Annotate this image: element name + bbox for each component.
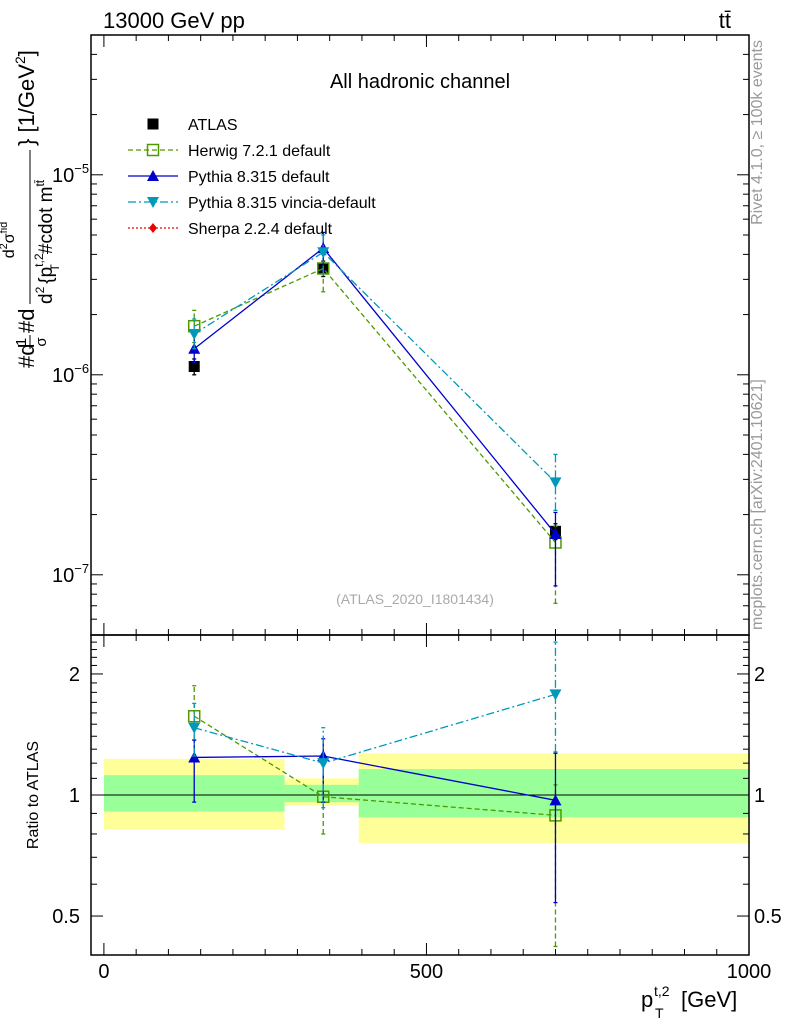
main-y-tick-label: 10−5 [52,161,89,187]
svg-text:#d: #d [14,309,39,333]
svg-text:d2{pt,2T#cdot mtt̄: d2{pt,2T#cdot mtt̄ [32,179,62,304]
atlas-point [188,361,200,373]
svg-text:[GeV]: [GeV] [681,987,737,1012]
ratio-pythia-vincia-point [317,758,330,770]
pythia-default-series [188,231,562,587]
legend-label-pythia-default: Pythia 8.315 default [188,169,330,186]
ratio-y-tick-label-right: 2 [754,664,765,686]
herwig-line [193,267,556,543]
mcplots-label: mcplots.cern.ch [arXiv:2401.10621] [749,379,766,630]
ratio-pythia-vincia-point [549,689,562,701]
x-tick-label: 0 [98,961,109,983]
svg-text:1: 1 [13,338,30,346]
ratio-y-axis-label: Ratio to ATLAS [25,741,42,849]
pythia-vincia-point [317,247,330,259]
ratio-y-tick-label-right: 1 [754,785,765,807]
legend-label-atlas: ATLAS [188,117,238,134]
pythia-default-line [193,247,556,535]
x-axis-label: p t,2 T [GeV] [641,983,737,1021]
main-y-tick-label: 10−6 [52,361,89,387]
svg-text:T: T [655,1005,664,1021]
pythia-default-point [549,527,562,539]
ratio-pythia-vincia-line [194,693,556,764]
svg-text:} [1/GeV2]: } [1/GeV2] [12,50,39,146]
pythia-vincia-point [188,328,201,340]
ratio-y-tick-label: 1 [69,785,80,807]
main-panel: 10−7 10−6 10−5 [52,34,750,636]
rivet-version-label: Rivet 4.1.0, ≥ 100k events [749,40,766,225]
legend-label-sherpa: Sherpa 2.2.4 default [188,221,333,238]
legend-marker-sherpa [149,223,157,233]
legend-label-herwig: Herwig 7.2.1 default [188,143,331,160]
legend: ATLAS Herwig 7.2.1 default Pythia 8.315 de… [128,117,376,238]
analysis-label: (ATLAS_2020_I1801434) [336,591,494,607]
pythia-vincia-point [549,477,562,489]
uncertainty-band-inner [284,784,359,803]
x-tick-label: 500 [410,961,443,983]
chart-title: All hadronic channel [330,71,510,93]
ratio-pythia-vincia-point [188,722,201,734]
legend-marker-herwig [146,143,160,157]
energy-label: 13000 GeV pp [103,8,245,33]
x-tick-label: 1000 [727,961,772,983]
svg-text:#d: #d [14,344,39,368]
svg-text:d2σfid: d2σfid [0,222,18,259]
legend-label-pythia-vincia: Pythia 8.315 vincia-default [188,195,376,212]
pythia-vincia-line [193,251,556,483]
ratio-y-tick-label: 0.5 [52,906,80,928]
ratio-y-tick-label: 2 [69,664,80,686]
main-y-tick-label: 10−7 [52,561,89,587]
legend-marker-atlas [147,118,159,130]
ratio-pythia-default-point [188,751,201,763]
ratio-y-tick-label-right: 0.5 [754,906,782,928]
svg-text:p: p [641,987,653,1012]
ratio-panel: 0 500 1000 0.5 0.5 1 1 2 2 [52,634,782,983]
ratio-pythia-vincia-series [188,641,562,809]
process-label: tt̄ [719,8,731,33]
svg-text:t,2: t,2 [654,983,670,999]
ratio-pythia-default-point [549,794,562,806]
svg-text:σ: σ [33,337,50,347]
legend-marker-pythia-vincia [147,197,159,208]
pythia-vincia-series [188,234,562,512]
main-y-axis-label: #d 1 σ #d d2σfid d2{pt,2T#cdot mtt̄ } [1… [0,50,62,368]
legend-marker-pythia-default [147,170,159,181]
